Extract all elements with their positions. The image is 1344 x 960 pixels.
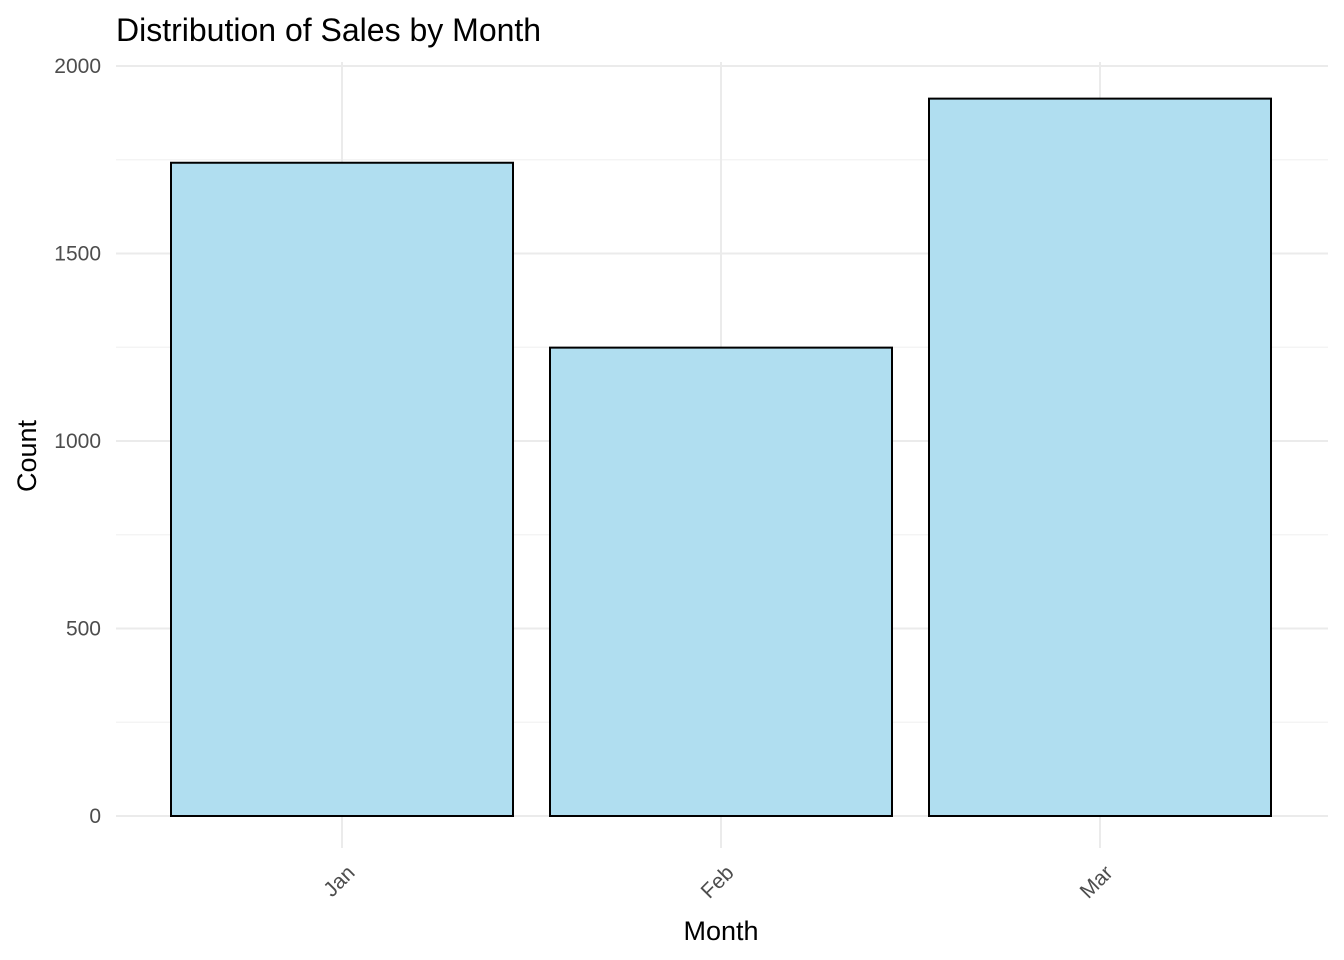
bar-mar	[928, 97, 1272, 817]
x-axis-title: Month	[683, 916, 758, 946]
x-axis-tick-labels: Jan Feb Mar	[319, 861, 1117, 903]
bars	[170, 97, 1272, 817]
chart-title: Distribution of Sales by Month	[116, 12, 541, 48]
y-axis-tick-labels: 0 500 1000 1500 2000	[54, 55, 101, 828]
y-axis-title: Count	[12, 419, 42, 492]
y-tick-label: 1500	[54, 243, 101, 266]
y-tick-label: 1000	[54, 430, 101, 453]
bar-jan	[170, 161, 514, 817]
bar-feb	[549, 346, 893, 817]
x-tick-label: Mar	[1076, 861, 1118, 903]
x-tick-label: Jan	[319, 861, 359, 901]
y-tick-label: 500	[66, 618, 101, 641]
y-tick-label: 0	[89, 805, 101, 828]
y-tick-label: 2000	[54, 55, 101, 78]
x-tick-label: Feb	[697, 861, 739, 903]
